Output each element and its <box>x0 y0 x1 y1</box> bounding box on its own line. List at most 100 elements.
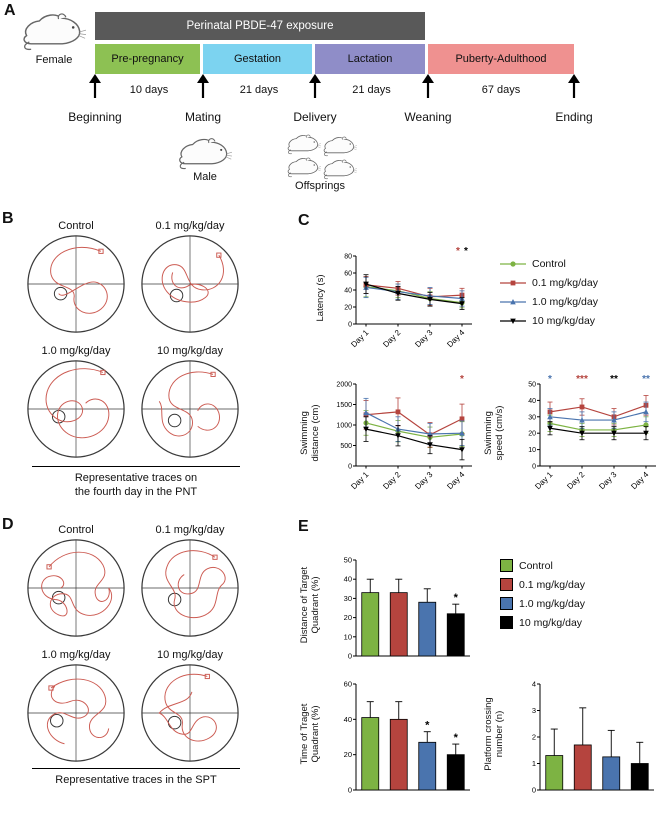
trace-cell: 0.1 mg/kg/day <box>138 524 242 643</box>
rat-icon-offspring <box>323 135 357 157</box>
trace-cell: 1.0 mg/kg/day <box>24 345 128 464</box>
trace-cell: 10 mg/kg/day <box>138 649 242 768</box>
svg-text:40: 40 <box>344 715 352 724</box>
svg-text:*: * <box>454 732 459 744</box>
panel-b-label: B <box>2 210 14 227</box>
legend-item: Control <box>500 254 598 273</box>
quadrant-time-chart: 0 20 40 60 * * <box>344 680 470 795</box>
svg-text:*: * <box>548 374 552 385</box>
timeline-arrow-icon <box>88 74 102 98</box>
svg-text:20: 20 <box>344 750 352 759</box>
platform-crossing-chart: 0 1 2 3 4 <box>532 680 654 795</box>
quadrant-distance-axis-label: Distance of Target Quadrant (%) <box>299 566 321 644</box>
svg-text:Day 3: Day 3 <box>597 470 619 492</box>
legend-panel-c: Control 0.1 mg/kg/day 1.0 mg/kg/day 10 mg/k… <box>500 254 598 330</box>
legend-item: 10 mg/kg/day <box>500 613 585 632</box>
trace-group-label: 1.0 mg/kg/day <box>41 649 111 661</box>
platform-crossing-axis-label: Platform crossing number (n) <box>483 697 505 771</box>
legend-swatch <box>500 559 513 572</box>
trace-cell: 10 mg/kg/day <box>138 345 242 464</box>
svg-text:40: 40 <box>344 288 352 295</box>
phase-pre-pregnancy: Pre-pregnancy <box>95 44 200 74</box>
trace-cell: Control <box>24 524 128 643</box>
legend-panel-e: Control 0.1 mg/kg/day 1.0 mg/kg/day 10 mg/k… <box>500 556 585 632</box>
trace-group-label: Control <box>58 220 94 232</box>
milestone-weaning: Weaning <box>404 110 452 124</box>
panel-b-trace-grid: Control 0.1 mg/kg/day 1.0 mg/kg/day 10 mg/k… <box>24 220 242 464</box>
svg-text:50: 50 <box>344 556 352 565</box>
svg-text:0: 0 <box>348 464 352 471</box>
milestone-beginning: Beginning <box>68 110 122 124</box>
legend-item: 1.0 mg/kg/day <box>500 594 585 613</box>
rat-icon-offspring <box>287 156 321 178</box>
svg-text:500: 500 <box>340 443 352 450</box>
svg-text:Day 3: Day 3 <box>413 470 435 492</box>
trace-group-label: Control <box>58 524 94 536</box>
rat-icon-male <box>178 136 232 170</box>
legend-item: 10 mg/kg/day <box>500 311 598 330</box>
legend-label: 10 mg/kg/day <box>532 314 596 327</box>
svg-text:Day 1: Day 1 <box>349 328 371 350</box>
phase-duration: 21 days <box>352 84 391 96</box>
svg-text:40: 40 <box>528 398 536 405</box>
svg-text:50: 50 <box>528 382 536 389</box>
trace-plot <box>27 539 125 637</box>
timeline-arrow-icon <box>196 74 210 98</box>
trace-group-label: 10 mg/kg/day <box>156 345 224 357</box>
male-label: Male <box>193 171 217 183</box>
legend-swatch <box>500 597 513 610</box>
offsprings-label: Offsprings <box>295 180 345 192</box>
triangle-down-marker-icon <box>500 318 526 324</box>
svg-text:**: ** <box>642 374 650 385</box>
female-label: Female <box>35 54 73 66</box>
legend-label: 1.0 mg/kg/day <box>532 295 598 308</box>
legend-swatch <box>500 616 513 629</box>
svg-text:60: 60 <box>344 680 352 689</box>
panel-a-label: A <box>4 2 16 19</box>
quadrant-distance-chart: 0 10 20 30 40 50 * <box>344 556 470 661</box>
triangle-marker-icon <box>500 298 526 304</box>
legend-item: 1.0 mg/kg/day <box>500 292 598 311</box>
panel-d-trace-grid: Control 0.1 mg/kg/day 1.0 mg/kg/day 10 mg/k… <box>24 524 242 768</box>
square-marker-icon <box>500 280 526 285</box>
legend-label: 1.0 mg/kg/day <box>519 597 585 610</box>
timeline-arrow-icon <box>421 74 435 98</box>
quadrant-time-axis-label: Time of Traget Quadrant (%) <box>299 703 321 765</box>
svg-text:0: 0 <box>348 322 352 329</box>
svg-text:*: * <box>456 246 460 257</box>
svg-text:3: 3 <box>532 706 536 715</box>
milestone-mating: Mating <box>184 110 222 124</box>
svg-text:20: 20 <box>528 431 536 438</box>
legend-item: 0.1 mg/kg/day <box>500 575 585 594</box>
milestone-ending: Ending <box>555 110 593 124</box>
svg-text:**: ** <box>610 374 618 385</box>
svg-text:*: * <box>454 592 459 604</box>
panel-b-caption: Representative traces on the fourth day … <box>74 472 198 499</box>
phase-duration: 67 days <box>481 84 521 96</box>
trace-group-label: 1.0 mg/kg/day <box>41 345 111 357</box>
svg-text:0: 0 <box>532 786 536 795</box>
latency-chart: 0 20 40 60 80 Day 1 Day 2 Day 3 Day 4 * * <box>344 246 472 350</box>
svg-text:Day 2: Day 2 <box>381 470 403 492</box>
svg-text:0: 0 <box>348 786 352 795</box>
trace-plot <box>141 235 239 333</box>
trace-plot <box>141 539 239 637</box>
swimming-distance-chart: 0 500 1000 1500 2000 Day 1 Day 2 Day 3 Day 4 * <box>336 374 472 492</box>
svg-text:80: 80 <box>344 254 352 261</box>
trace-cell: 0.1 mg/kg/day <box>138 220 242 339</box>
svg-text:*: * <box>460 374 464 385</box>
svg-text:30: 30 <box>528 414 536 421</box>
trace-plot <box>27 360 125 458</box>
phase-gestation: Gestation <box>203 44 312 74</box>
trace-cell: Control <box>24 220 128 339</box>
svg-text:40: 40 <box>344 575 352 584</box>
svg-text:Day 2: Day 2 <box>381 328 403 350</box>
circle-marker-icon <box>500 260 526 267</box>
rat-icon-offspring <box>287 133 321 155</box>
svg-text:30: 30 <box>344 594 352 603</box>
timeline-arrow-icon <box>308 74 322 98</box>
timeline-arrow-icon <box>567 74 581 98</box>
svg-text:2: 2 <box>532 733 536 742</box>
rat-icon-female <box>22 10 86 52</box>
